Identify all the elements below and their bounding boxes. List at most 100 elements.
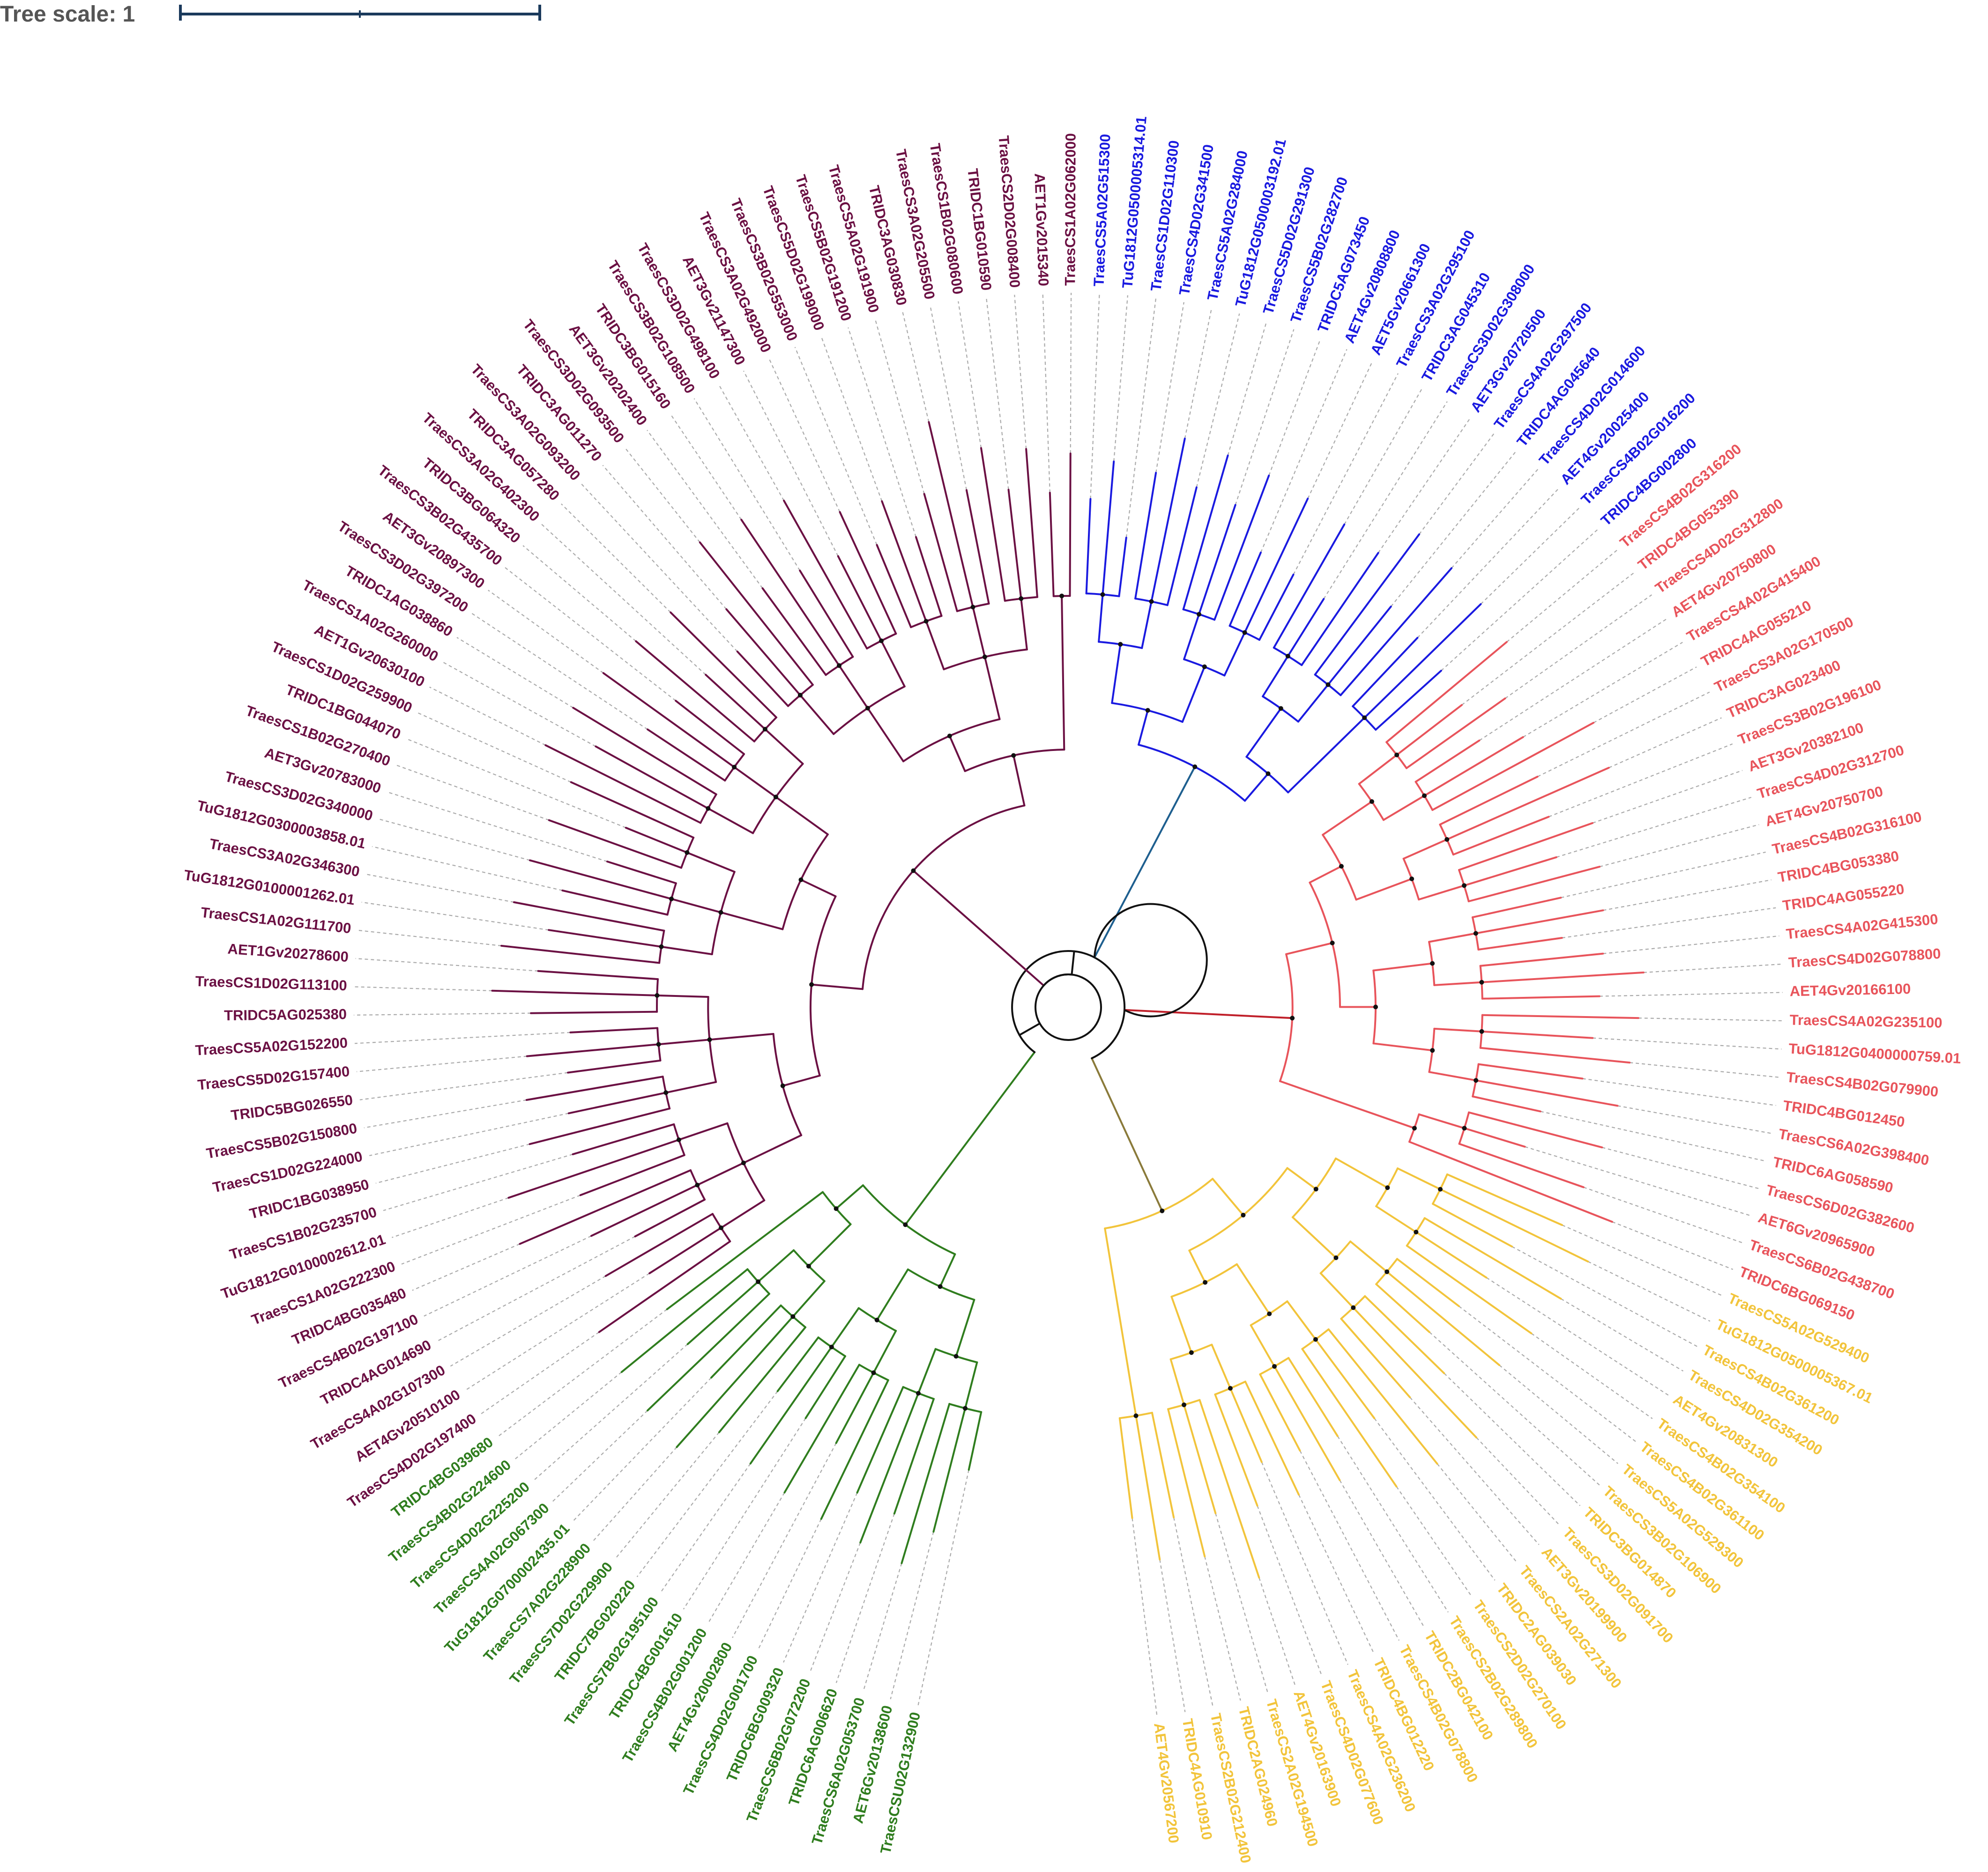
node-marker (732, 765, 737, 770)
leaf-guide-line (1587, 1261, 1711, 1322)
tree-branch (1415, 1231, 1488, 1279)
leaf-label: TRIDC4AG055220 (1781, 881, 1905, 914)
tree-branch (1314, 533, 1420, 676)
leaf-guide-line (1638, 1018, 1783, 1022)
tree-scale-bar: Tree scale: 1 (0, 2, 541, 27)
tree-branch (835, 1184, 864, 1210)
tree-branch (1355, 878, 1413, 901)
tree-branch (866, 707, 904, 763)
leaf-guide-line (357, 929, 502, 946)
tree-branch (983, 656, 1001, 721)
leaf-guide-line (636, 1391, 778, 1577)
leaf-guide-line (1608, 717, 1722, 768)
tree-branch (980, 447, 1006, 602)
tree-branch (548, 929, 663, 948)
leaf-guide-line (624, 447, 700, 543)
leaf-label: AET4Gv20166100 (1789, 981, 1911, 999)
node-marker (695, 1182, 700, 1188)
leaf-guide-line (552, 1410, 648, 1502)
node-marker (718, 910, 723, 915)
tree-branch (1273, 523, 1346, 649)
tree-branch (656, 994, 709, 998)
leaf-guide-line (1258, 1577, 1296, 1685)
tree-branch (904, 1051, 1036, 1226)
tree-branch (1396, 1258, 1460, 1307)
tree-branch (1123, 1009, 1294, 1019)
tree-branch (859, 1392, 919, 1544)
tree-branch (782, 1075, 821, 1087)
tree-branch (1104, 1227, 1137, 1417)
node-marker (1272, 1364, 1277, 1369)
tree-branch (625, 826, 688, 854)
tree-branch (1013, 754, 1026, 807)
leaf-label: TuG1812G0500005314.01 (1119, 116, 1150, 289)
node-marker (1266, 771, 1271, 776)
tree-branch (670, 611, 777, 719)
tree-branch (1049, 491, 1055, 597)
node-marker (762, 727, 767, 732)
node-marker (871, 1370, 876, 1375)
tree-branch (740, 519, 840, 667)
tree-branch (1375, 1205, 1417, 1233)
tree-branch (665, 1081, 717, 1094)
node-marker (685, 850, 690, 855)
leaf-guide-line (1339, 1480, 1425, 1627)
node-marker (1444, 837, 1450, 842)
tree-branch (1418, 884, 1465, 901)
leaf-guide-line (1235, 329, 1295, 505)
tree-branch (939, 1253, 956, 1288)
tree-branch (1468, 1111, 1603, 1149)
tree-branch (1098, 594, 1104, 643)
tree-branch (1418, 1113, 1466, 1129)
leaf-guide-line (1441, 528, 1599, 671)
tree-branch (686, 851, 736, 873)
node-marker (1385, 1185, 1390, 1190)
leaf-guide-line (1617, 1105, 1772, 1134)
leaf-guide-line (450, 1275, 606, 1367)
node-marker (1285, 654, 1290, 659)
tree-branch (876, 544, 912, 628)
tree-branch (872, 1330, 897, 1374)
tree-branch (1223, 631, 1246, 676)
node-marker (655, 993, 660, 998)
leaf-guide-line (848, 327, 917, 537)
tree-branch (856, 1386, 904, 1494)
tree-branch (1314, 1338, 1376, 1419)
tree-branch (799, 694, 835, 735)
tree-branch (1071, 950, 1075, 976)
node-marker (1373, 1004, 1378, 1010)
tree-branch (1479, 1047, 1631, 1064)
leaf-guide-line (835, 1513, 895, 1683)
leaf-guide-line (1215, 1513, 1269, 1694)
leaf-label: TRIDC5AG025380 (224, 1006, 347, 1024)
node-marker (1430, 961, 1435, 966)
leaf-guide-line (1307, 360, 1373, 499)
node-marker (1430, 1048, 1435, 1053)
tree-branch (915, 536, 943, 617)
leaf-guide-line (1155, 302, 1184, 473)
leaf-label: TraesCS1D02G110300 (1147, 140, 1182, 292)
tree-branch (720, 911, 784, 930)
tree-branch (1286, 1300, 1317, 1341)
tree-branch (1085, 498, 1092, 594)
leaf-guide-line (1599, 992, 1783, 997)
leaf-label: TraesCS2D02G008400 (995, 135, 1023, 288)
leaf-guide-line (1323, 401, 1448, 600)
leaf-guide-line (1437, 1463, 1518, 1563)
leaf-label: AET4Gv20567200 (1151, 1722, 1182, 1844)
tree-branch (1183, 613, 1200, 661)
leaf-guide-line (902, 312, 930, 423)
leaf-guide-line (1499, 1365, 1618, 1464)
tree-branch (838, 664, 869, 709)
node-marker (1203, 1280, 1208, 1285)
tree-branch (830, 1307, 860, 1348)
leaf-guide-line (1196, 313, 1240, 488)
tree-branch (761, 587, 827, 676)
tree-branch (800, 879, 837, 898)
tree-branch (1182, 454, 1229, 610)
tree-branch (660, 945, 713, 955)
tree-branch (1198, 504, 1236, 616)
tree-branch (1138, 709, 1149, 746)
leaf-guide-line (354, 986, 492, 991)
tree-branch (1431, 721, 1595, 811)
